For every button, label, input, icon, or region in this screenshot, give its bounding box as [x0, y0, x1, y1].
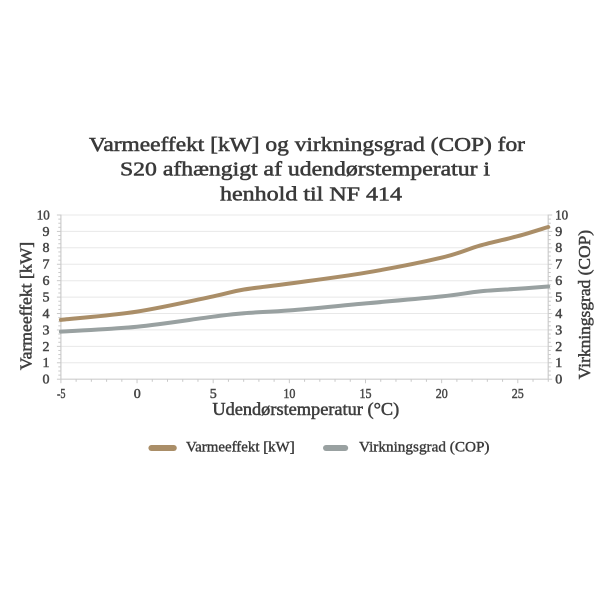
svg-text:9: 9	[555, 225, 562, 240]
svg-text:S20 afhængigt af udendørstempe: S20 afhængigt af udendørstemperatur i	[120, 159, 490, 181]
svg-text:Udendørstemperatur (°C): Udendørstemperatur (°C)	[212, 399, 399, 419]
svg-text:2: 2	[555, 340, 562, 355]
svg-text:8: 8	[555, 241, 562, 256]
svg-text:Virkningsgrad (COP): Virkningsgrad (COP)	[575, 230, 594, 379]
svg-text:6: 6	[43, 274, 50, 289]
svg-text:1: 1	[43, 356, 50, 371]
svg-text:7: 7	[555, 258, 562, 273]
svg-text:0: 0	[43, 373, 50, 388]
svg-text:9: 9	[43, 225, 50, 240]
svg-text:6: 6	[555, 274, 562, 289]
svg-text:4: 4	[555, 307, 562, 322]
svg-text:Virkningsgrad (COP): Virkningsgrad (COP)	[359, 440, 490, 456]
svg-text:0: 0	[555, 373, 562, 388]
svg-text:25: 25	[512, 387, 524, 402]
svg-text:-5: -5	[57, 387, 66, 402]
svg-text:Varmeeffekt [kW]: Varmeeffekt [kW]	[17, 242, 36, 370]
svg-text:10: 10	[283, 387, 295, 402]
svg-text:10: 10	[555, 208, 568, 223]
svg-text:4: 4	[43, 307, 50, 322]
svg-text:1: 1	[555, 356, 562, 371]
svg-text:2: 2	[43, 340, 50, 355]
svg-text:20: 20	[436, 387, 448, 402]
svg-text:5: 5	[43, 291, 50, 306]
svg-text:15: 15	[360, 387, 372, 402]
svg-text:10: 10	[37, 208, 50, 223]
svg-text:henhold til NF 414: henhold til NF 414	[220, 183, 402, 205]
svg-text:7: 7	[43, 258, 50, 273]
svg-text:3: 3	[43, 323, 50, 338]
svg-text:Varmeeffekt [kW] og virkningsg: Varmeeffekt [kW] og virkningsgrad (COP) …	[89, 134, 525, 156]
svg-text:0: 0	[134, 387, 141, 402]
svg-text:Varmeeffekt [kW]: Varmeeffekt [kW]	[186, 440, 295, 456]
svg-text:5: 5	[555, 291, 562, 306]
svg-text:5: 5	[210, 387, 217, 402]
svg-text:8: 8	[43, 241, 50, 256]
svg-text:3: 3	[555, 323, 562, 338]
